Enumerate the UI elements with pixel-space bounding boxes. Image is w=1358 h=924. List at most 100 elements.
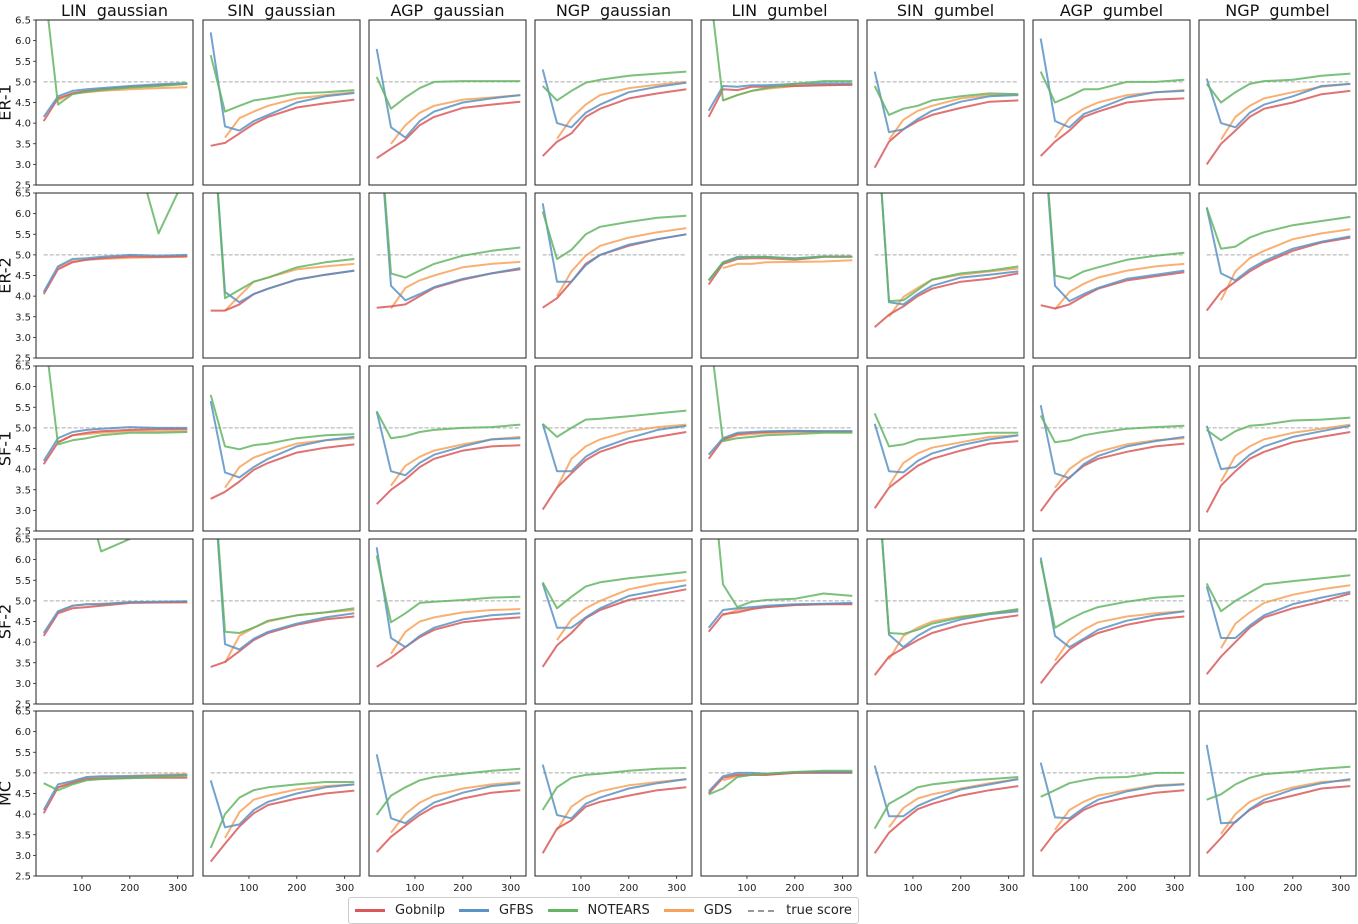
column-title: NGP gaussian <box>556 1 671 20</box>
x-tick-label: 200 <box>453 883 472 894</box>
y-tick-label: 4.0 <box>15 292 31 303</box>
y-tick-label: 6.5 <box>15 362 31 373</box>
y-tick-label: 5.0 <box>15 596 31 607</box>
panel-MC-7 <box>1198 710 1357 877</box>
series-notears <box>146 193 179 235</box>
series-gobnilp <box>376 100 521 160</box>
series-notears <box>383 193 521 279</box>
panel-ER-2-5 <box>866 192 1025 359</box>
y-tick-label: 6.5 <box>15 535 31 546</box>
series-notears <box>209 781 355 849</box>
row-label: MC <box>0 781 15 806</box>
panel-SF-2-7 <box>1198 538 1357 705</box>
series-gds <box>888 778 1019 828</box>
series-gds <box>1220 584 1351 649</box>
panel-ER-1-7 <box>1198 19 1357 186</box>
series-gobnilp <box>541 431 687 511</box>
y-tick-label: 3.0 <box>15 160 31 171</box>
x-tick-label: 300 <box>501 883 520 894</box>
panel-MC-6 <box>1032 710 1191 877</box>
series-gds <box>1220 423 1351 482</box>
legend-item-true-score: true score <box>746 903 852 918</box>
series-gfbs <box>209 400 355 479</box>
series-notears <box>1039 71 1185 104</box>
panel-MC-0 <box>35 710 194 877</box>
legend-label: Gobnilp <box>395 903 445 918</box>
series-gfbs <box>1039 404 1185 480</box>
series-notears <box>1040 771 1185 798</box>
series-notears <box>1206 416 1351 442</box>
panel-ER-1-3 <box>534 19 693 186</box>
series-notears <box>1206 765 1351 801</box>
series-gobnilp <box>376 616 521 668</box>
panel-ER-2-7 <box>1198 192 1357 359</box>
y-tick-label: 5.0 <box>15 250 31 261</box>
x-tick-label: 200 <box>785 883 804 894</box>
y-tick-label: 3.5 <box>15 139 31 150</box>
series-gobnilp <box>1205 431 1351 513</box>
x-tick-label: 200 <box>120 883 139 894</box>
panel-SF-1-0 <box>35 365 194 532</box>
y-tick-label: 2.5 <box>15 872 31 883</box>
series-gfbs <box>1205 78 1351 129</box>
panel-ER-1-2 <box>368 19 527 186</box>
x-tick-label: 300 <box>999 883 1018 894</box>
column-title: AGP gumbel <box>1060 1 1163 20</box>
series-gfbs <box>1039 762 1185 820</box>
series-gfbs <box>1047 193 1185 303</box>
series-gds <box>556 423 687 489</box>
legend-item-gfbs: GFBS <box>459 903 534 918</box>
series-gfbs <box>707 82 853 112</box>
series-gds <box>390 781 521 834</box>
series-gfbs <box>873 765 1019 818</box>
y-tick-label: 3.5 <box>15 312 31 323</box>
y-tick-label: 6.0 <box>15 209 31 220</box>
panel-SF-2-5 <box>866 538 1025 705</box>
column-title: NGP gumbel <box>1225 1 1330 20</box>
x-tick-label: 300 <box>168 883 187 894</box>
x-tick-label: 100 <box>737 883 756 894</box>
panel-SF-1-6 <box>1032 365 1191 532</box>
y-tick-label: 4.0 <box>15 119 31 130</box>
y-tick-label: 6.0 <box>15 36 31 47</box>
series-notears <box>1039 415 1185 444</box>
x-tick-label: 200 <box>287 883 306 894</box>
series-gds <box>1220 779 1351 835</box>
legend-label: GDS <box>703 903 733 918</box>
y-tick-label: 4.5 <box>15 98 31 109</box>
notears-line-icon <box>547 909 578 912</box>
series-gfbs <box>42 426 188 462</box>
y-tick-label: 3.0 <box>15 506 31 517</box>
y-tick-label: 5.0 <box>15 77 31 88</box>
series-notears <box>375 767 521 816</box>
x-tick-label: 100 <box>239 883 258 894</box>
y-tick-label: 4.0 <box>15 465 31 476</box>
y-tick-label: 4.0 <box>15 638 31 649</box>
series-gobnilp <box>375 444 521 505</box>
series-notears <box>1205 72 1351 104</box>
panel-MC-2 <box>368 710 527 877</box>
series-gfbs <box>541 423 687 473</box>
column-title: SIN gumbel <box>897 1 994 20</box>
series-gfbs <box>1039 557 1185 649</box>
series-gfbs <box>541 764 687 820</box>
series-gfbs <box>707 429 853 456</box>
series-gfbs <box>42 773 188 811</box>
series-gfbs <box>375 754 521 825</box>
panel-SF-1-1 <box>202 365 361 532</box>
row-label: SF-1 <box>0 431 15 466</box>
series-gfbs <box>1205 424 1351 471</box>
series-gds <box>888 93 1019 141</box>
series-gobnilp <box>541 88 687 157</box>
series-gobnilp <box>873 99 1019 169</box>
x-tick-label: 100 <box>1235 883 1254 894</box>
series-gfbs <box>873 423 1019 474</box>
y-tick-label: 3.0 <box>15 679 31 690</box>
panel-ER-2-4 <box>700 192 859 359</box>
x-tick-label: 100 <box>903 883 922 894</box>
panel-MC-1 <box>202 710 361 877</box>
y-tick-label: 4.5 <box>15 789 31 800</box>
row-label: SF-2 <box>0 604 15 639</box>
series-notears <box>712 20 853 102</box>
